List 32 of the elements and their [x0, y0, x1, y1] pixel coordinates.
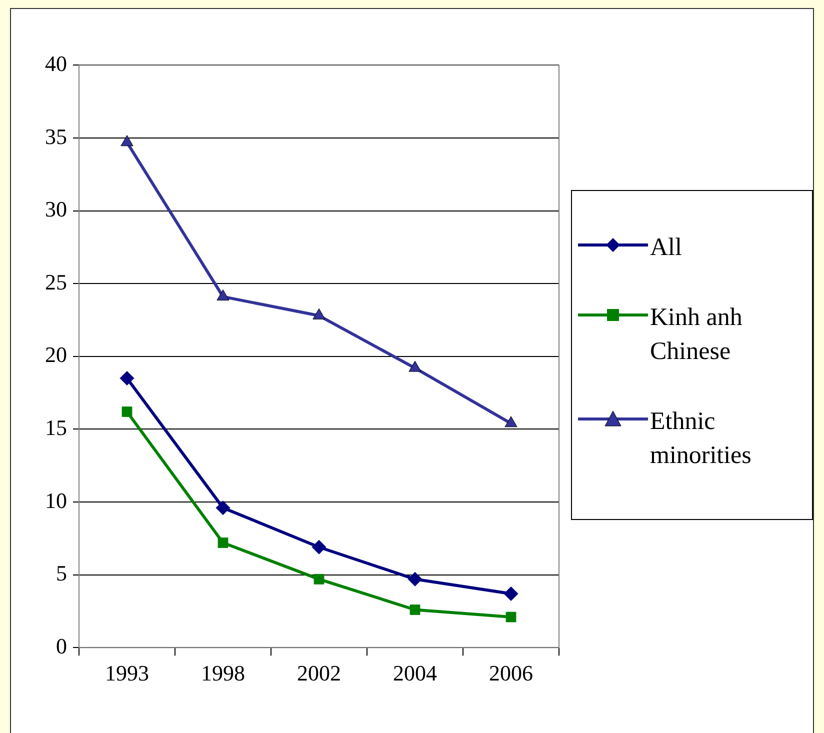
legend-label: All [650, 233, 682, 263]
x-tick-label: 2006 [489, 660, 533, 686]
point [312, 308, 326, 320]
point [408, 360, 422, 372]
y-tick-label: 10 [45, 488, 67, 513]
point [218, 538, 228, 548]
point [504, 416, 518, 428]
point [314, 574, 324, 584]
y-tick-label: 30 [45, 196, 67, 222]
point [216, 500, 230, 516]
y-tick-label: 25 [45, 269, 67, 294]
point [504, 586, 518, 601]
y-tick-label: 40 [45, 50, 67, 76]
y-tick-label: 20 [45, 342, 67, 368]
x-tick-label: 1993 [105, 660, 149, 686]
x-tick-label: 2002 [297, 660, 341, 686]
point [120, 370, 134, 386]
legend-label: Kinh anh Chinese [650, 303, 744, 367]
point [410, 604, 420, 615]
y-tick-label: 5 [56, 560, 67, 586]
point [506, 612, 516, 622]
point [312, 540, 326, 554]
y-tick-label: 15 [45, 414, 67, 440]
legend-label: Ethnic minorities [650, 407, 752, 471]
point [408, 572, 422, 586]
y-tick-label: 35 [45, 124, 67, 149]
point [120, 135, 134, 146]
y-tick-label: 0 [56, 633, 67, 658]
point [122, 406, 132, 417]
point [216, 289, 230, 300]
x-tick-label: 2004 [393, 660, 437, 686]
x-tick-label: 1998 [201, 660, 245, 686]
